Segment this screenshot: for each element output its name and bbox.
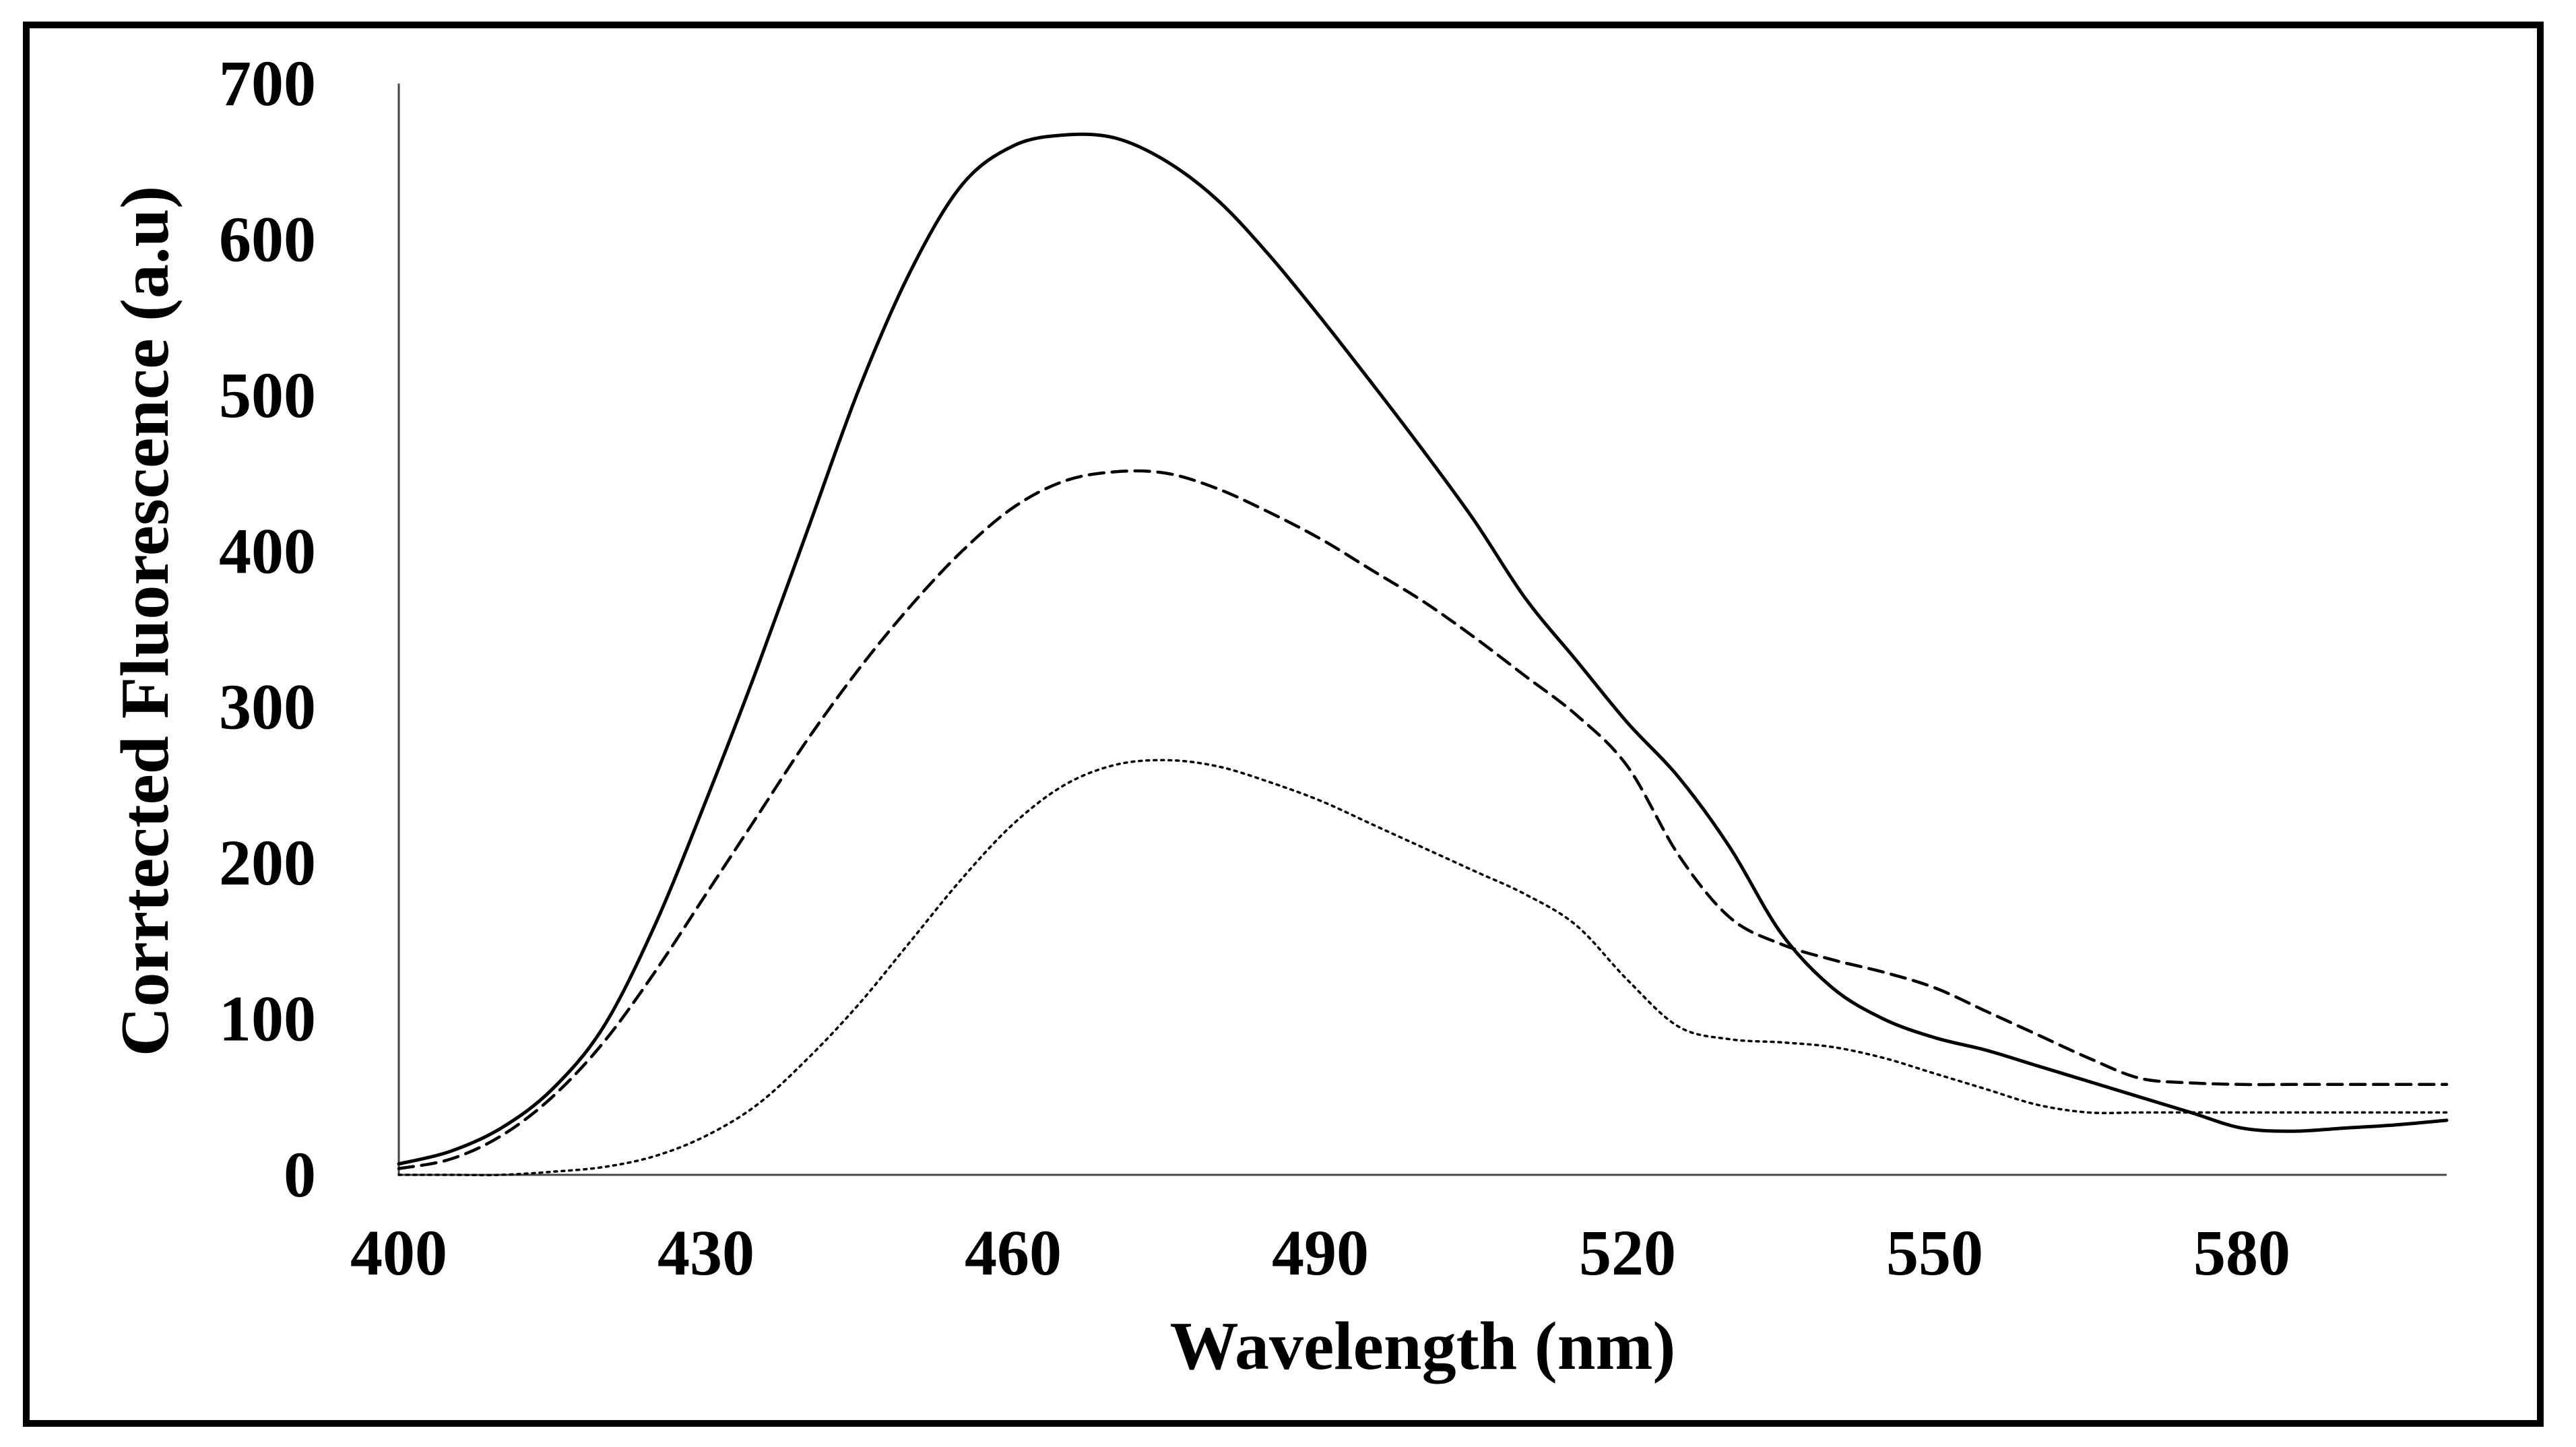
plot-area: 0 100 200 300 400 500 600 700 400 430 460 490 520 550… xyxy=(219,47,2449,1289)
y-tick-label: 200 xyxy=(219,827,316,899)
y-tick-label: 500 xyxy=(219,359,316,431)
x-tick-label: 460 xyxy=(965,1217,1062,1289)
y-tick-label: 400 xyxy=(219,515,316,587)
y-axis-title: Corrtected Fluorescence (a.u) xyxy=(107,186,183,1056)
series-line-dotted xyxy=(397,759,2448,1177)
y-tick-label: 100 xyxy=(219,983,316,1055)
x-tick-label: 580 xyxy=(2193,1217,2290,1289)
x-axis-title: Wavelength (nm) xyxy=(1170,1308,1676,1384)
series-line-solid xyxy=(397,132,2449,1166)
y-tick-label: 700 xyxy=(219,47,316,119)
x-tick-label: 520 xyxy=(1579,1217,1676,1289)
y-tick-label: 0 xyxy=(284,1138,316,1211)
x-tick-label: 430 xyxy=(657,1217,754,1289)
chart-frame: 0 100 200 300 400 500 600 700 400 430 460 490 520 550… xyxy=(23,22,2544,1427)
x-tick-label: 550 xyxy=(1886,1217,1983,1289)
x-tick-label: 490 xyxy=(1272,1217,1369,1289)
y-tick-label: 600 xyxy=(219,203,316,275)
fluorescence-chart: 0 100 200 300 400 500 600 700 400 430 460 490 520 550… xyxy=(107,47,2449,1384)
x-tick-label: 400 xyxy=(350,1217,447,1289)
series-line-dashed xyxy=(397,469,2449,1170)
y-tick-label: 300 xyxy=(219,671,316,743)
